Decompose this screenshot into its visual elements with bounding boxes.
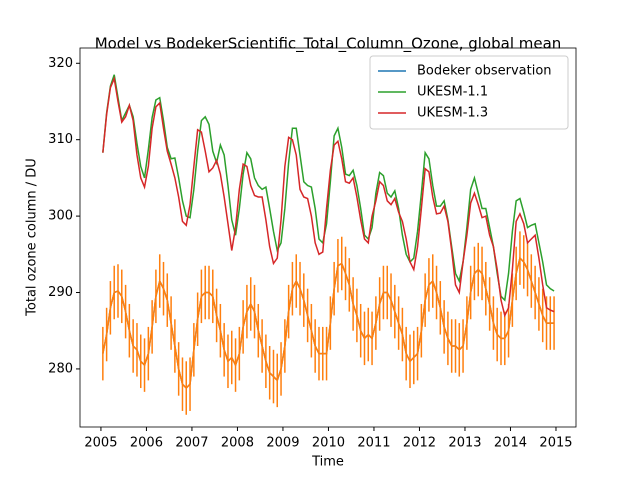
x-tick-label: 2006 [130,436,163,451]
axes-frame [79,47,577,428]
x-tick-label: 2014 [494,436,527,451]
x-tick-label: 2005 [84,436,117,451]
errorbar-line [102,256,555,390]
x-tick-label: 2008 [221,436,254,451]
x-tick-label: 2011 [357,436,390,451]
x-tick-label: 2010 [312,436,345,451]
legend-label: UKESM-1.1 [417,85,488,100]
y-tick-label: 300 [48,209,73,224]
x-tick-label: 2009 [266,436,299,451]
series-line [102,75,555,318]
legend-label: UKESM-1.3 [417,106,488,121]
x-tick-label: 2015 [539,436,572,451]
legend-label: Bodeker observation [417,64,552,79]
legend-box [369,55,569,130]
y-tick-label: 280 [48,361,73,376]
y-tick-label: 310 [48,132,73,147]
y-axis-label: Total ozone column / DU [25,158,40,317]
x-tick-label: 2013 [448,436,481,451]
x-axis-label: Time [311,455,344,470]
x-tick-label: 2007 [175,436,208,451]
series-line [102,74,555,302]
x-tick-label: 2012 [403,436,436,451]
y-tick-label: 290 [48,285,73,300]
chart-title: Model vs BodekerScientific_Total_Column_… [95,35,562,54]
y-tick-label: 320 [48,56,73,71]
